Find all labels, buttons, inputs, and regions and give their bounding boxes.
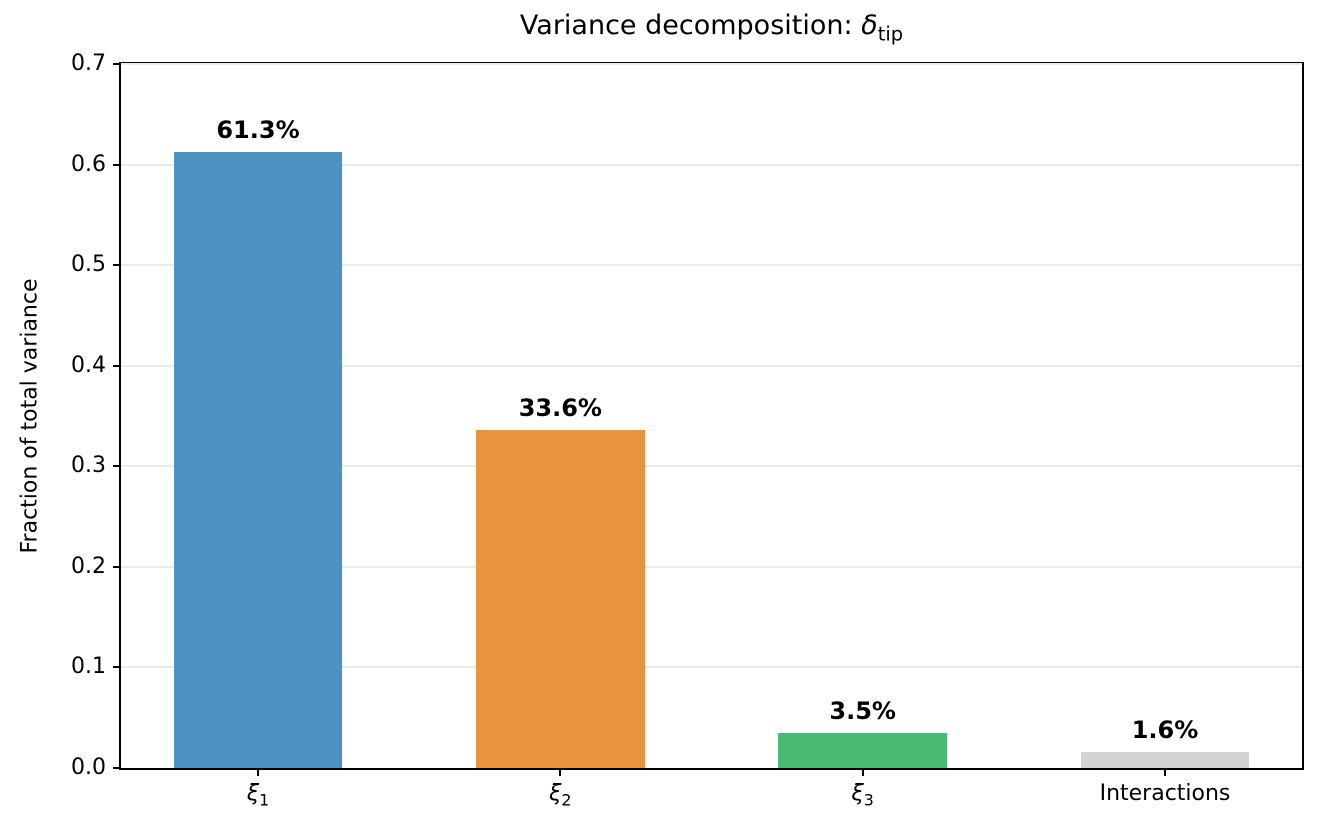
- plot-area: 0.0 0.1 0.2 0.3 0.4 0.5 0.6 0.7 61.3% ξ1 33.6% ξ2 3.…: [71, 53, 1304, 809]
- x-tick-mark: [256, 770, 259, 776]
- y-tick-mark: [113, 163, 119, 166]
- x-tick-mark: [861, 770, 864, 776]
- chart-title: Variance decomposition: δtip: [119, 10, 1304, 45]
- bar-value-label: 33.6%: [518, 394, 602, 423]
- bar-value-label: 3.5%: [829, 696, 896, 725]
- y-tick-label: 0.1: [71, 654, 106, 680]
- y-tick-mark: [113, 264, 119, 267]
- y-tick-mark: [113, 666, 119, 669]
- bar-4: [1080, 751, 1250, 768]
- gridline: [121, 565, 1302, 568]
- y-tick-mark: [113, 63, 119, 65]
- y-tick-label: 0.6: [71, 151, 106, 177]
- bar-3: [778, 732, 948, 768]
- bar-value-label: 1.6%: [1131, 715, 1199, 744]
- gridline: [121, 465, 1302, 468]
- gridline: [121, 666, 1302, 669]
- y-axis-label: Fraction of total variance: [17, 278, 43, 554]
- y-tick-mark: [113, 465, 119, 468]
- x-tick-mark: [1164, 770, 1166, 776]
- gridline: [121, 63, 1302, 65]
- x-tick-label: ξ1: [246, 781, 270, 810]
- chart-title-subscript: tip: [877, 22, 904, 46]
- x-tick-label: ξ3: [851, 781, 874, 810]
- y-tick-label: 0.3: [71, 453, 106, 479]
- y-tick-mark: [113, 565, 119, 568]
- x-tick-label: ξ2: [549, 781, 572, 810]
- y-tick-label: 0.5: [71, 252, 106, 278]
- x-tick-label: Interactions: [1099, 781, 1231, 806]
- gridline: [121, 163, 1302, 166]
- y-tick-mark: [113, 364, 119, 367]
- gridline: [121, 364, 1302, 367]
- chart-title-text: Variance decomposition:: [519, 10, 862, 41]
- chart-title-symbol: δ: [861, 10, 878, 41]
- y-tick-label: 0.7: [71, 51, 106, 76]
- y-tick-label: 0.0: [71, 755, 106, 780]
- x-tick-mark: [559, 770, 562, 776]
- gridline: [121, 264, 1302, 267]
- bar-2: [475, 430, 645, 768]
- bar-1: [173, 151, 343, 768]
- y-tick-mark: [113, 767, 119, 769]
- bar-value-label: 61.3%: [216, 115, 300, 144]
- y-tick-label: 0.2: [71, 553, 106, 579]
- y-tick-label: 0.4: [71, 352, 106, 378]
